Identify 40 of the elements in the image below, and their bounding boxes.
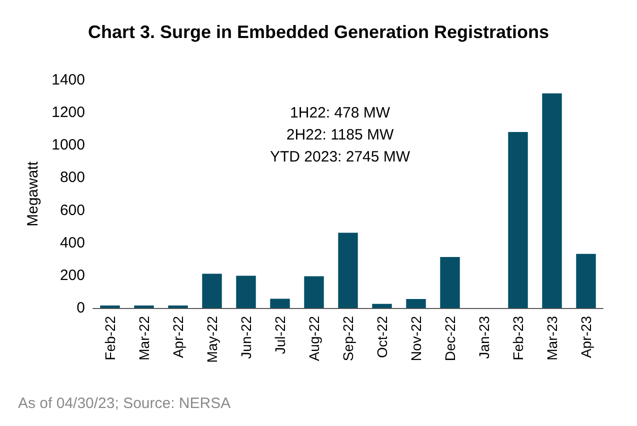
- x-tick-label: Jan-23: [476, 316, 492, 359]
- bar: [202, 274, 222, 308]
- bar: [304, 276, 324, 308]
- y-axis-title: Megawatt: [24, 160, 42, 227]
- y-tick-label: 1000: [52, 136, 85, 154]
- x-tick-label: Feb-23: [510, 316, 526, 360]
- text: As of 04/30/23; Source: NERSA: [18, 395, 231, 412]
- annotation: 1H22: 478 MW: [290, 104, 391, 122]
- bar: [338, 232, 358, 308]
- annotation: YTD 2023: 2745 MW: [270, 148, 411, 166]
- x-tick-label: Sep-22: [340, 316, 356, 362]
- x-tick-label: Apr-23: [578, 316, 594, 358]
- bar: [270, 298, 290, 308]
- x-tick-label: Mar-22: [136, 316, 152, 360]
- bar: [440, 257, 460, 308]
- x-tick-label: Jun-22: [238, 316, 254, 359]
- x-tick-label: Dec-22: [442, 316, 458, 362]
- x-tick-label: Mar-23: [544, 316, 560, 360]
- x-tick-label: May-22: [204, 316, 220, 363]
- y-tick-label: 600: [60, 202, 85, 219]
- y-tick-label: 1200: [52, 104, 85, 122]
- y-tick-label: 400: [60, 234, 85, 252]
- bar: [236, 276, 256, 308]
- bar: [406, 299, 426, 308]
- x-tick-label: Oct-22: [374, 316, 390, 358]
- bar: [576, 254, 596, 308]
- x-tick-label: Nov-22: [408, 316, 424, 362]
- bar: [508, 132, 528, 308]
- y-tick-label: 0: [76, 300, 85, 316]
- x-tick-label: Aug-22: [306, 316, 322, 362]
- y-tick-label: 1400: [52, 72, 85, 88]
- x-tick-label: Apr-22: [170, 316, 186, 358]
- y-tick-label: 200: [60, 266, 85, 284]
- x-tick-label: Jul-22: [272, 316, 288, 354]
- chart-title: Chart 3. Surge in Embedded Generation Registrations: [88, 22, 550, 42]
- y-tick-label: 800: [60, 169, 85, 186]
- annotation: 2H22: 1185 MW: [286, 126, 395, 144]
- bar: [542, 93, 562, 308]
- x-tick-label: Feb-22: [102, 316, 118, 360]
- bar: [372, 304, 392, 308]
